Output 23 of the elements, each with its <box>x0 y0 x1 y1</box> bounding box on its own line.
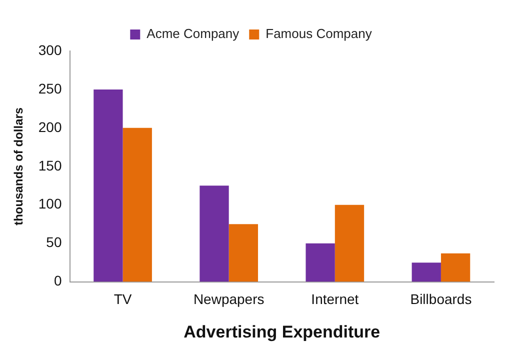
legend-label: Famous Company <box>266 26 372 42</box>
bar <box>412 262 441 282</box>
bar <box>334 204 364 282</box>
y-tick-label: 100 <box>38 196 62 212</box>
x-tick-label: Newpapers <box>193 291 264 308</box>
bar <box>306 243 335 282</box>
bar <box>200 186 229 282</box>
legend-label: Acme Company <box>146 26 240 42</box>
x-tick-label: Billboards <box>410 291 472 308</box>
y-tick-label: 0 <box>54 272 62 289</box>
y-tick-label: 250 <box>38 80 62 96</box>
bar <box>94 89 123 282</box>
y-tick-label: 300 <box>38 42 62 58</box>
y-tick-label: 200 <box>38 118 62 135</box>
y-tick-label: 50 <box>46 234 62 250</box>
bar <box>228 224 258 282</box>
x-tick-label: TV <box>114 291 132 308</box>
x-tick-label: Internet <box>311 291 359 308</box>
bar <box>122 128 152 282</box>
bar <box>440 253 470 282</box>
y-axis-title: thousands of dollars <box>12 107 26 226</box>
x-axis-title: Advertising Expenditure <box>184 322 380 342</box>
y-tick-label: 150 <box>38 157 62 174</box>
